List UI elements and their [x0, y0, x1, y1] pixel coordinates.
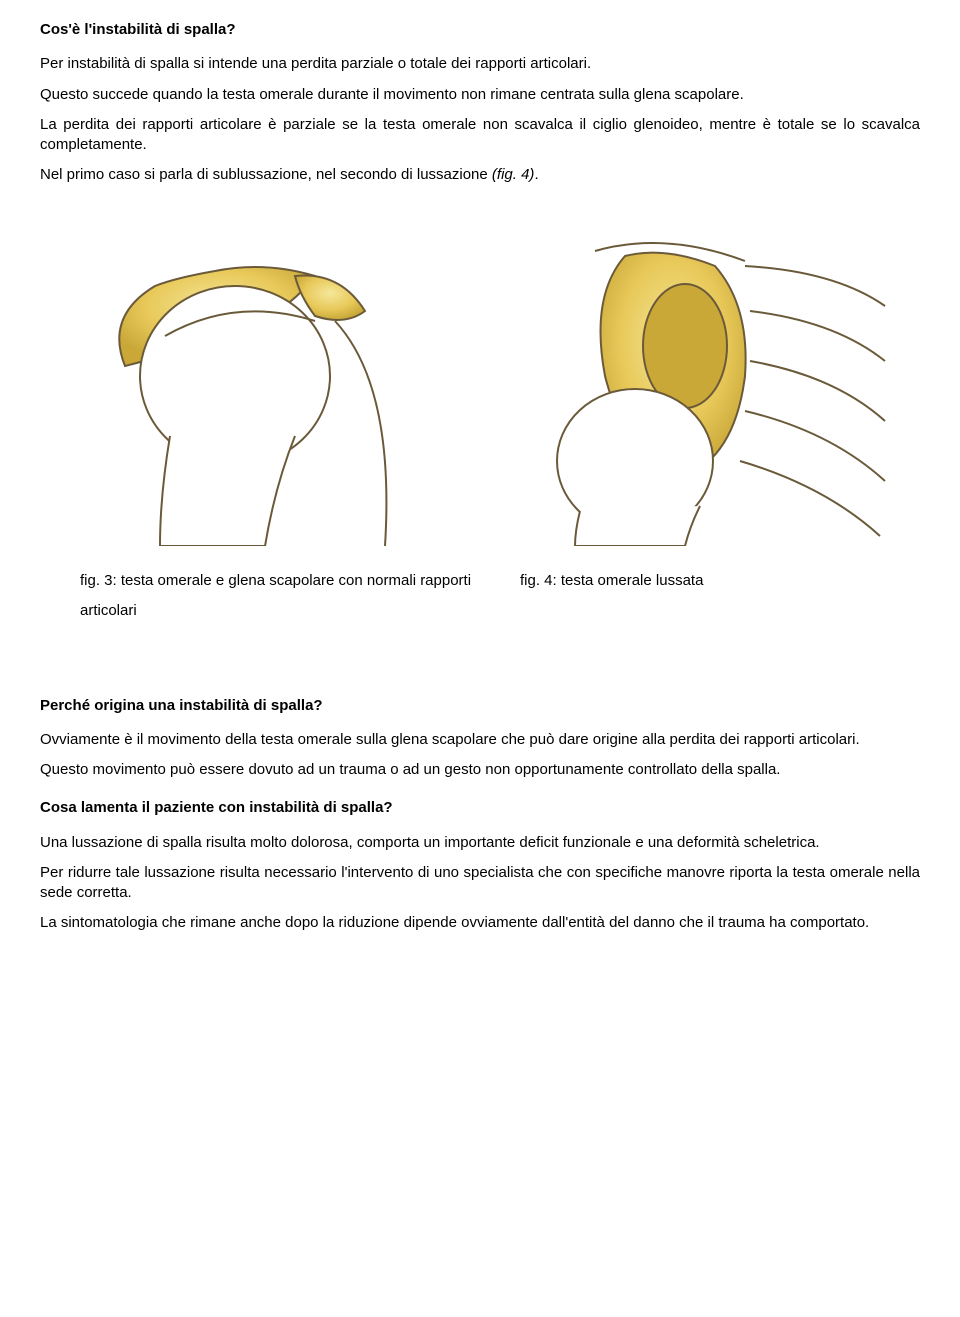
paragraph-3: La perdita dei rapporti articolare è par…: [40, 115, 920, 156]
paragraph-4-text: Nel primo caso si parla di sublussazione…: [40, 166, 492, 183]
heading-3: Cosa lamenta il paziente con instabilità…: [40, 798, 920, 818]
figure-4-illustration: [535, 226, 895, 546]
figure-3-caption: fig. 3: testa omerale e glena scapolare …: [80, 566, 480, 626]
paragraph-1: Per instabilità di spalla si intende una…: [40, 54, 920, 74]
paragraph-6: Questo movimento può essere dovuto ad un…: [40, 760, 920, 780]
figure-3-illustration: [65, 226, 425, 546]
heading-2: Perché origina una instabilità di spalla…: [40, 696, 920, 716]
paragraph-5: Ovviamente è il movimento della testa om…: [40, 730, 920, 750]
paragraph-2: Questo succede quando la testa omerale d…: [40, 85, 920, 105]
paragraph-7: Una lussazione di spalla risulta molto d…: [40, 833, 920, 853]
paragraph-8: Per ridurre tale lussazione risulta nece…: [40, 863, 920, 904]
figure-3-box: [40, 226, 450, 546]
figure-4-box: [510, 226, 920, 546]
figure-4-caption: fig. 4: testa omerale lussata: [520, 566, 920, 626]
figures-row: [40, 226, 920, 546]
paragraph-4: Nel primo caso si parla di sublussazione…: [40, 165, 920, 185]
heading-1: Cos'è l'instabilità di spalla?: [40, 20, 920, 40]
paragraph-4-ref: (fig. 4): [492, 166, 535, 183]
figure-captions: fig. 3: testa omerale e glena scapolare …: [40, 566, 920, 626]
paragraph-9: La sintomatologia che rimane anche dopo …: [40, 913, 920, 933]
paragraph-4-end: .: [534, 166, 538, 183]
